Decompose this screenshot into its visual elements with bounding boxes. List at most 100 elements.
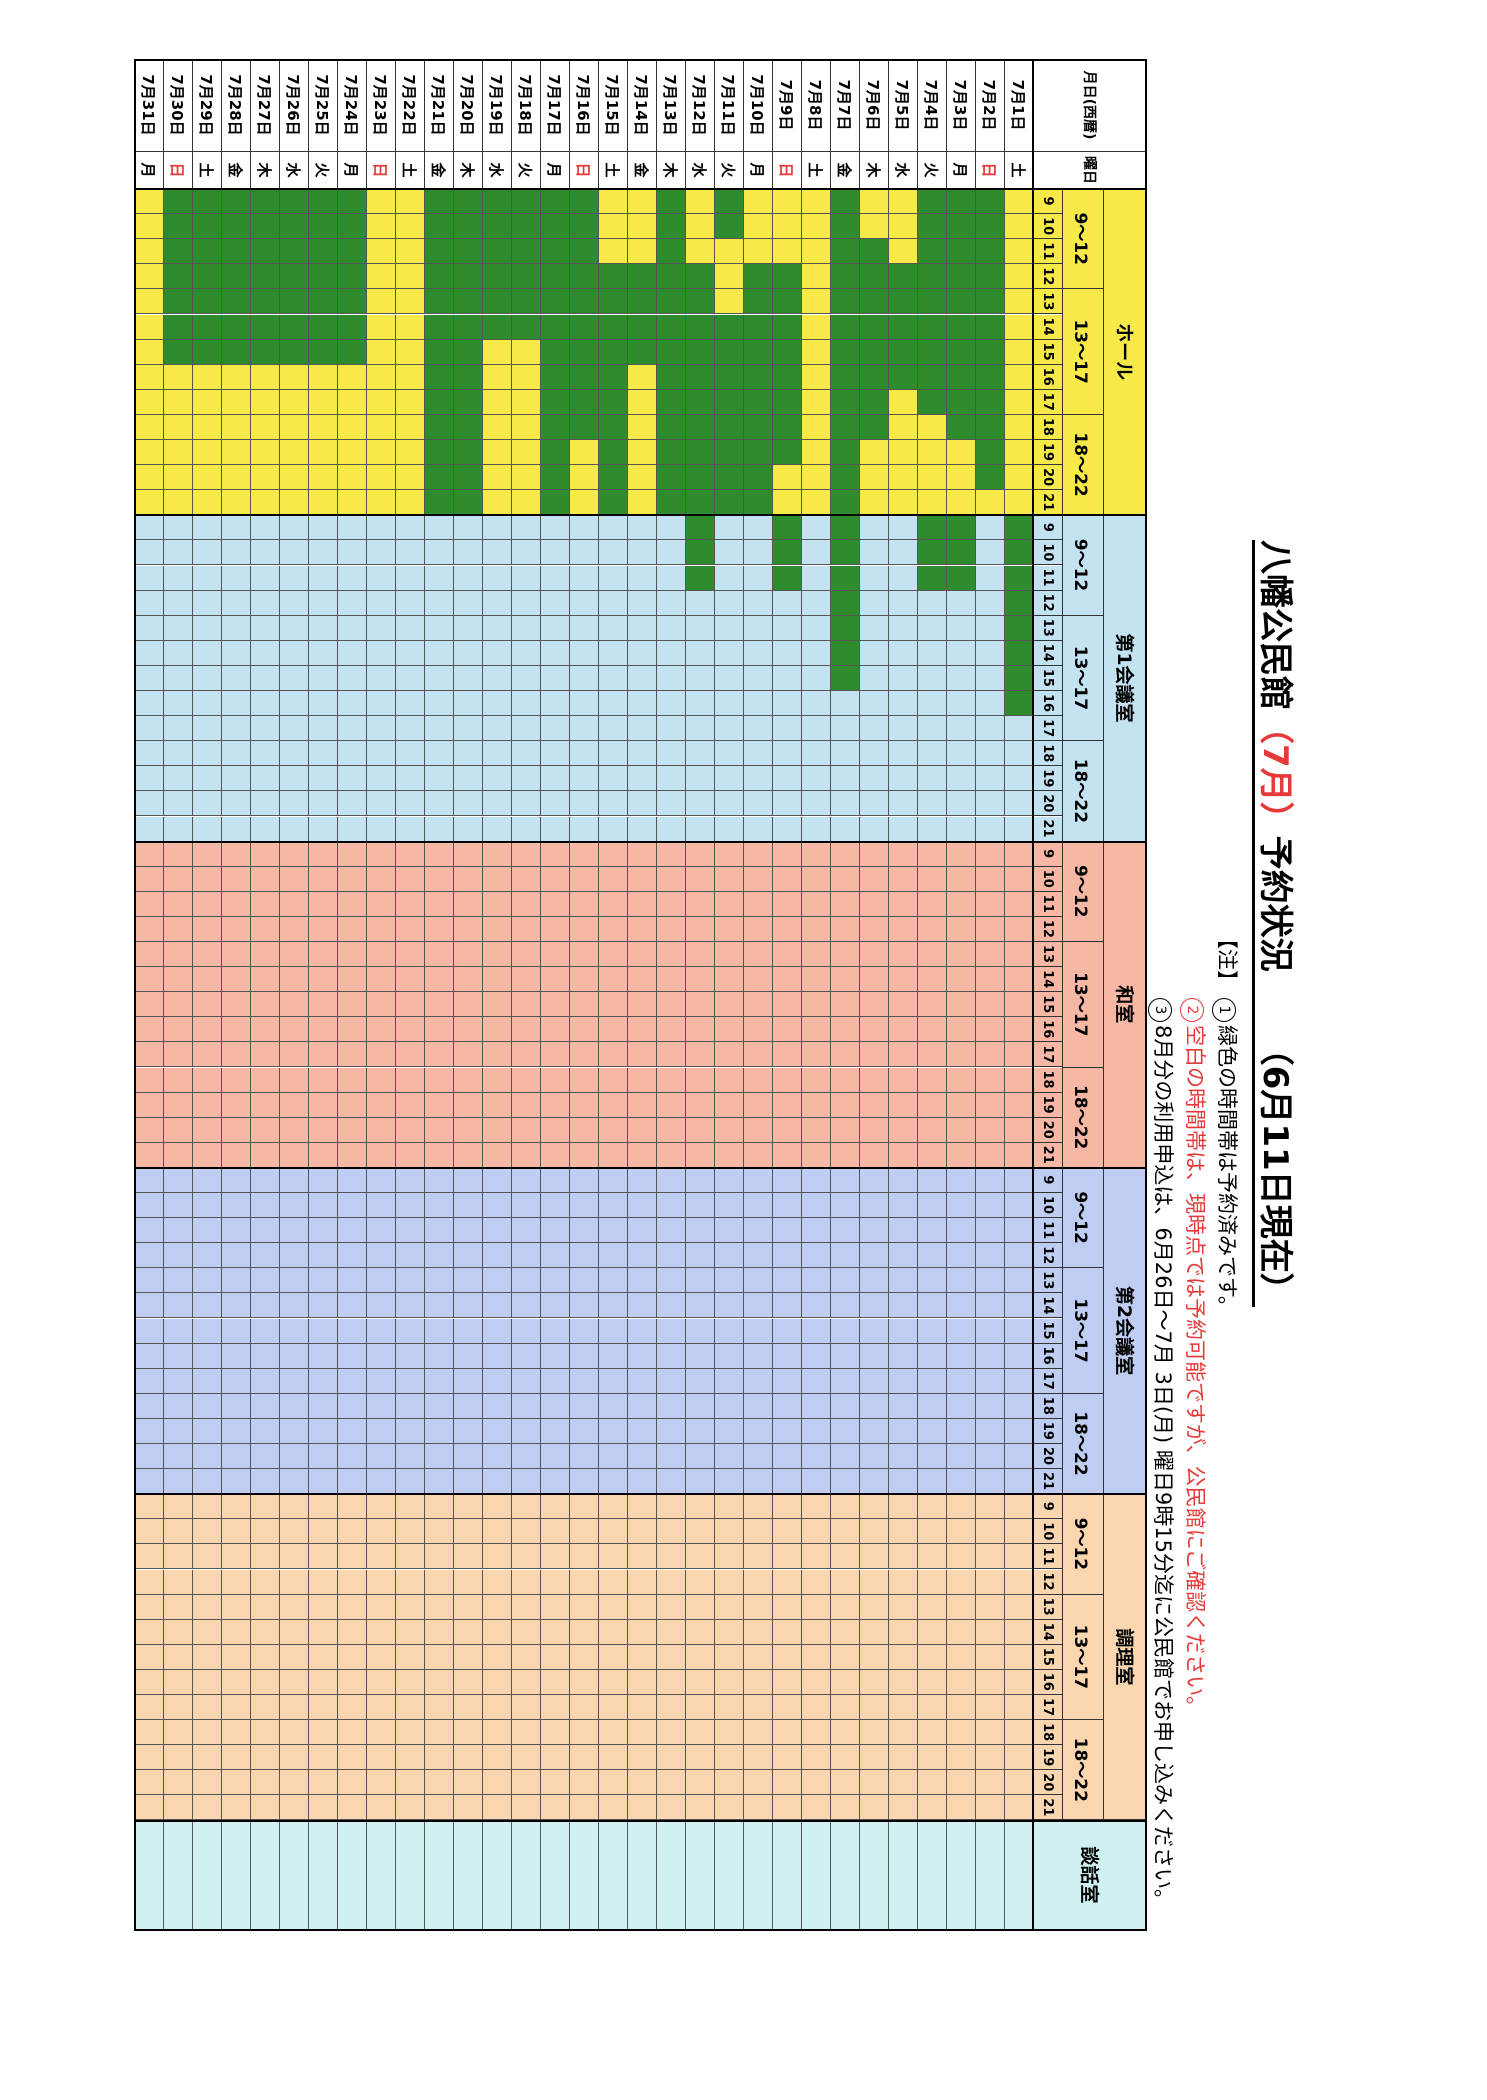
available-cell: [743, 716, 772, 742]
available-cell: [308, 866, 337, 892]
available-cell: [685, 841, 714, 867]
available-cell: [743, 891, 772, 917]
available-cell: [569, 640, 598, 666]
available-cell: [569, 1695, 598, 1721]
available-cell: [743, 1167, 772, 1193]
available-cell: [395, 465, 424, 491]
booked-cell: [308, 189, 337, 215]
available-cell: [395, 1017, 424, 1043]
booked-cell: [946, 364, 975, 390]
available-cell: [772, 1268, 801, 1294]
available-cell: [743, 1142, 772, 1168]
available-cell: [627, 214, 656, 240]
available-cell: [743, 1343, 772, 1369]
available-cell: [569, 1770, 598, 1796]
available-cell: [1004, 1544, 1033, 1570]
available-cell: [656, 1745, 685, 1771]
available-cell: [366, 1745, 395, 1771]
available-cell: [569, 1644, 598, 1670]
booked-cell: [308, 264, 337, 290]
available-cell: [337, 1243, 366, 1269]
available-cell: [714, 816, 743, 842]
available-cell: [192, 1519, 221, 1545]
available-cell: [453, 1067, 482, 1093]
available-cell: [424, 916, 453, 942]
date-cell: 7月17日: [540, 59, 569, 152]
available-cell: [685, 1067, 714, 1093]
talk-room-cell: [917, 1820, 946, 1931]
talk-room-cell: [134, 1820, 163, 1931]
available-cell: [946, 1293, 975, 1319]
available-cell: [308, 816, 337, 842]
available-cell: [569, 916, 598, 942]
available-cell: [830, 891, 859, 917]
available-cell: [366, 1017, 395, 1043]
hour-header: 12: [1033, 590, 1062, 616]
available-cell: [685, 1795, 714, 1821]
separator-line: [134, 1819, 1147, 1822]
available-cell: [424, 716, 453, 742]
available-cell: [627, 1544, 656, 1570]
available-cell: [308, 1042, 337, 1068]
booked-cell: [1004, 691, 1033, 717]
available-cell: [656, 1368, 685, 1394]
booked-cell: [685, 440, 714, 466]
period-header: 9～12: [1062, 515, 1103, 616]
available-cell: [917, 1795, 946, 1821]
hour-header: 10: [1033, 866, 1062, 892]
available-cell: [859, 640, 888, 666]
available-cell: [714, 615, 743, 641]
available-cell: [801, 1017, 830, 1043]
available-cell: [221, 992, 250, 1018]
date-cell: 7月25日: [308, 59, 337, 152]
available-cell: [685, 942, 714, 968]
hour-header: 16: [1033, 364, 1062, 390]
available-cell: [366, 590, 395, 616]
available-cell: [337, 389, 366, 415]
available-cell: [540, 615, 569, 641]
available-cell: [366, 1343, 395, 1369]
available-cell: [511, 1067, 540, 1093]
booked-cell: [453, 264, 482, 290]
available-cell: [859, 1117, 888, 1143]
hour-header: 18: [1033, 741, 1062, 767]
available-cell: [540, 766, 569, 792]
booked-cell: [453, 465, 482, 491]
available-cell: [1004, 1117, 1033, 1143]
available-cell: [337, 565, 366, 591]
available-cell: [685, 1368, 714, 1394]
available-cell: [743, 1218, 772, 1244]
available-cell: [772, 1017, 801, 1043]
available-cell: [656, 1569, 685, 1595]
available-cell: [279, 691, 308, 717]
available-cell: [1004, 1669, 1033, 1695]
available-cell: [598, 590, 627, 616]
available-cell: [772, 1695, 801, 1721]
available-cell: [366, 716, 395, 742]
hour-header: 16: [1033, 1343, 1062, 1369]
available-cell: [221, 1092, 250, 1118]
available-cell: [975, 791, 1004, 817]
available-cell: [917, 1167, 946, 1193]
available-cell: [337, 1393, 366, 1419]
available-cell: [250, 1594, 279, 1620]
available-cell: [308, 841, 337, 867]
available-cell: [453, 1393, 482, 1419]
booked-cell: [946, 289, 975, 315]
available-cell: [830, 916, 859, 942]
available-cell: [163, 389, 192, 415]
weekday-cell: 金: [627, 152, 656, 189]
available-cell: [946, 1343, 975, 1369]
available-cell: [743, 1494, 772, 1520]
available-cell: [714, 1393, 743, 1419]
available-cell: [250, 565, 279, 591]
booked-cell: [830, 565, 859, 591]
available-cell: [366, 1569, 395, 1595]
available-cell: [250, 640, 279, 666]
available-cell: [221, 942, 250, 968]
available-cell: [279, 1117, 308, 1143]
available-cell: [134, 1368, 163, 1394]
available-cell: [917, 1343, 946, 1369]
available-cell: [772, 716, 801, 742]
available-cell: [250, 590, 279, 616]
